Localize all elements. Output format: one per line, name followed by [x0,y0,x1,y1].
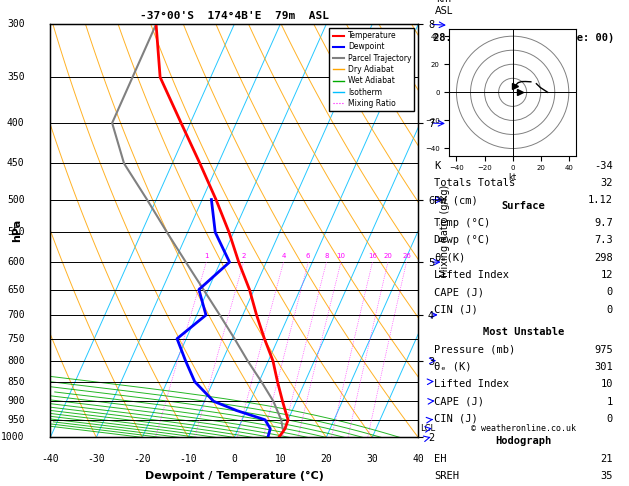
Text: 0: 0 [606,414,613,424]
Text: 600: 600 [7,257,25,267]
Text: Temp (°C): Temp (°C) [434,218,490,228]
Text: 6: 6 [306,253,311,259]
Text: 16: 16 [368,253,377,259]
Text: 400: 400 [7,118,25,128]
Text: 301: 301 [594,362,613,372]
Text: 9.7: 9.7 [594,218,613,228]
Text: -10: -10 [179,454,197,464]
Text: -40: -40 [42,454,59,464]
Text: PW (cm): PW (cm) [434,195,477,205]
Text: Dewp (°C): Dewp (°C) [434,235,490,245]
Text: 8: 8 [324,253,329,259]
Text: Pressure (mb): Pressure (mb) [434,345,515,354]
Text: 0: 0 [606,305,613,314]
Text: Dewpoint / Temperature (°C): Dewpoint / Temperature (°C) [145,470,324,481]
Text: Surface: Surface [501,201,545,210]
Text: Most Unstable: Most Unstable [482,327,564,337]
Text: 1000: 1000 [1,433,25,442]
Text: 300: 300 [7,19,25,29]
Text: EH: EH [434,454,447,464]
Text: 800: 800 [7,356,25,366]
Text: SREH: SREH [434,471,459,481]
Text: 10: 10 [600,379,613,389]
Text: 950: 950 [7,415,25,425]
Text: 900: 900 [7,396,25,406]
Text: CIN (J): CIN (J) [434,305,477,314]
Text: 7.3: 7.3 [594,235,613,245]
Text: 975: 975 [594,345,613,354]
Text: 12: 12 [600,270,613,280]
Text: 850: 850 [7,377,25,387]
Text: km
ASL: km ASL [435,0,453,16]
Text: -34: -34 [594,160,613,171]
Text: K: K [434,160,440,171]
Text: CAPE (J): CAPE (J) [434,287,484,297]
Text: 20: 20 [384,253,392,259]
Text: 1: 1 [606,397,613,407]
Y-axis label: Mixing Ratio (g/kg): Mixing Ratio (g/kg) [440,185,450,277]
Text: 0: 0 [606,287,613,297]
Text: Lifted Index: Lifted Index [434,270,509,280]
Text: 40: 40 [413,454,424,464]
Text: 650: 650 [7,285,25,295]
Text: θₑ (K): θₑ (K) [434,362,471,372]
Text: 450: 450 [7,158,25,169]
Text: Totals Totals: Totals Totals [434,178,515,188]
Text: 26: 26 [402,253,411,259]
Text: CIN (J): CIN (J) [434,414,477,424]
Text: -20: -20 [133,454,151,464]
Text: 20: 20 [320,454,332,464]
Text: 10: 10 [274,454,286,464]
Text: 10: 10 [337,253,345,259]
Text: hPa: hPa [12,219,22,243]
Title: -37°00'S  174°4B'E  79m  ASL: -37°00'S 174°4B'E 79m ASL [140,11,329,21]
Text: 550: 550 [7,227,25,237]
Text: 2: 2 [242,253,246,259]
Text: 32: 32 [600,178,613,188]
Text: 30: 30 [366,454,378,464]
Text: 21: 21 [600,454,613,464]
Text: θₑ(K): θₑ(K) [434,253,465,262]
Text: 0: 0 [231,454,237,464]
Text: © weatheronline.co.uk: © weatheronline.co.uk [470,424,576,434]
Text: 1.12: 1.12 [587,195,613,205]
Text: 4: 4 [281,253,286,259]
Text: CAPE (J): CAPE (J) [434,397,484,407]
Text: 500: 500 [7,194,25,205]
Text: 35: 35 [600,471,613,481]
Text: 750: 750 [7,334,25,344]
Text: -30: -30 [87,454,105,464]
X-axis label: kt: kt [509,173,516,182]
Text: Hodograph: Hodograph [495,436,552,447]
Text: 700: 700 [7,310,25,320]
Text: LCL: LCL [421,424,436,433]
Text: 298: 298 [594,253,613,262]
Text: 350: 350 [7,72,25,82]
Text: Lifted Index: Lifted Index [434,379,509,389]
Text: 28.09.2024  12GMT  (Base: 00): 28.09.2024 12GMT (Base: 00) [433,33,614,43]
Text: 1: 1 [204,253,209,259]
Legend: Temperature, Dewpoint, Parcel Trajectory, Dry Adiabat, Wet Adiabat, Isotherm, Mi: Temperature, Dewpoint, Parcel Trajectory… [330,28,415,111]
